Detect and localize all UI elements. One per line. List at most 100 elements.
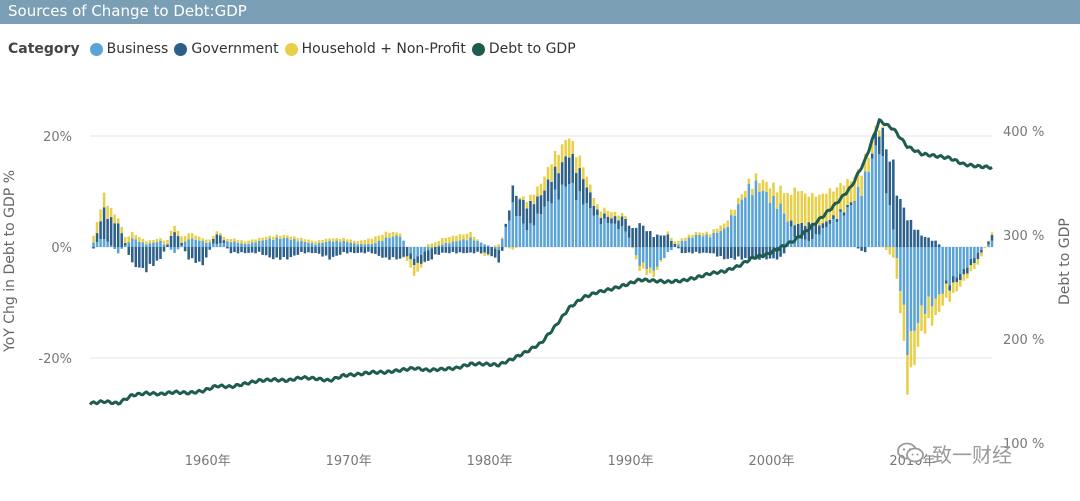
bar-household-non-profit	[966, 273, 969, 279]
legend-debt-to-gdp-swatch	[471, 42, 485, 56]
bar-government	[930, 240, 934, 247]
bar-business	[462, 239, 465, 247]
bar-household-non-profit	[870, 141, 874, 154]
bar-household-non-profit	[187, 233, 190, 240]
bar-government	[444, 247, 448, 253]
bar-household-non-profit	[726, 220, 730, 227]
bar-household-non-profit	[472, 236, 476, 241]
bar-household-non-profit	[363, 239, 367, 245]
bar-household-non-profit	[990, 232, 994, 236]
bar-household-non-profit	[300, 237, 303, 241]
bar-household-non-profit	[564, 139, 567, 157]
bar-government	[486, 247, 490, 255]
bar-household-non-profit	[916, 322, 920, 347]
bar-business	[515, 216, 518, 247]
bar-government	[529, 200, 532, 224]
bar-household-non-profit	[352, 240, 356, 244]
bar-business	[92, 242, 95, 247]
bar-household-non-profit	[356, 241, 360, 245]
bar-government	[673, 243, 677, 247]
bar-business	[937, 247, 941, 295]
bar-business	[825, 227, 828, 247]
bar-business	[95, 242, 99, 247]
bar-government	[722, 247, 726, 260]
bar-household-non-profit	[338, 239, 342, 243]
bar-household-non-profit	[152, 239, 155, 243]
bar-government	[613, 216, 617, 224]
bar-government	[483, 247, 486, 253]
bar-household-non-profit	[849, 181, 853, 203]
bar-business	[782, 213, 786, 247]
bar-household-non-profit	[814, 196, 818, 223]
bar-business	[423, 247, 426, 252]
bar-government	[895, 195, 899, 247]
bar-household-non-profit	[613, 211, 617, 217]
bar-household-non-profit	[800, 190, 804, 223]
bar-business	[426, 247, 430, 251]
legend-item-household[interactable]: Household + Non-Profit	[284, 41, 466, 57]
bar-household-non-profit	[127, 236, 131, 243]
bar-household-non-profit	[229, 239, 233, 243]
bar-business	[134, 239, 138, 247]
bar-government	[511, 185, 515, 203]
bar-business	[663, 247, 666, 259]
bar-business	[352, 243, 356, 247]
bar-household-non-profit	[120, 226, 123, 234]
bar-business	[300, 240, 303, 247]
bar-business	[444, 243, 448, 247]
bar-government	[906, 220, 909, 247]
bar-household-non-profit	[423, 261, 426, 263]
bar-government	[779, 247, 782, 257]
bar-business	[138, 241, 141, 247]
bar-business	[363, 244, 367, 247]
bar-government	[331, 247, 335, 257]
bar-household-non-profit	[765, 181, 768, 192]
bar-government	[659, 235, 663, 247]
bar-government	[627, 225, 631, 238]
bar-business	[384, 237, 388, 247]
bar-household-non-profit	[92, 235, 95, 243]
bar-government	[856, 247, 860, 249]
bar-business	[821, 228, 825, 247]
bar-business	[356, 244, 360, 247]
bar-government	[560, 162, 564, 185]
bar-household-non-profit	[416, 262, 419, 272]
bar-government	[282, 247, 286, 258]
bar-government	[708, 247, 712, 254]
bar-household-non-profit	[493, 245, 497, 247]
bar-business	[828, 223, 832, 247]
bar-household-non-profit	[448, 237, 451, 244]
bar-business	[969, 247, 973, 260]
bar-business	[553, 189, 557, 247]
bar-business	[930, 247, 934, 307]
bar-household-non-profit	[483, 252, 486, 256]
bar-business	[310, 243, 314, 247]
bar-household-non-profit	[162, 240, 166, 245]
legend-item-government[interactable]: Government	[174, 41, 279, 57]
bar-household-non-profit	[895, 258, 899, 279]
bar-household-non-profit	[194, 235, 197, 240]
bar-household-non-profit	[722, 223, 726, 229]
bar-business	[271, 239, 275, 247]
bar-business	[486, 245, 490, 247]
bar-business	[666, 247, 670, 253]
bar-business	[726, 226, 730, 247]
bar-household-non-profit	[634, 255, 638, 260]
bar-household-non-profit	[543, 176, 546, 191]
bar-government	[522, 199, 525, 224]
bar-business	[719, 231, 722, 247]
bar-business	[892, 229, 895, 247]
bar-business	[733, 215, 737, 247]
bar-business	[677, 244, 680, 247]
legend-item-debt-to-gdp[interactable]: Debt to GDP	[471, 41, 576, 57]
bar-business	[250, 242, 254, 247]
bar-government	[335, 247, 338, 256]
bar-business	[751, 195, 754, 247]
bar-business	[247, 243, 250, 247]
bar-business	[448, 243, 451, 247]
bar-business	[176, 247, 180, 250]
legend-item-business[interactable]: Business	[89, 41, 168, 57]
bar-business	[606, 223, 610, 247]
bar-government	[145, 247, 148, 273]
bar-household-non-profit	[691, 234, 694, 238]
